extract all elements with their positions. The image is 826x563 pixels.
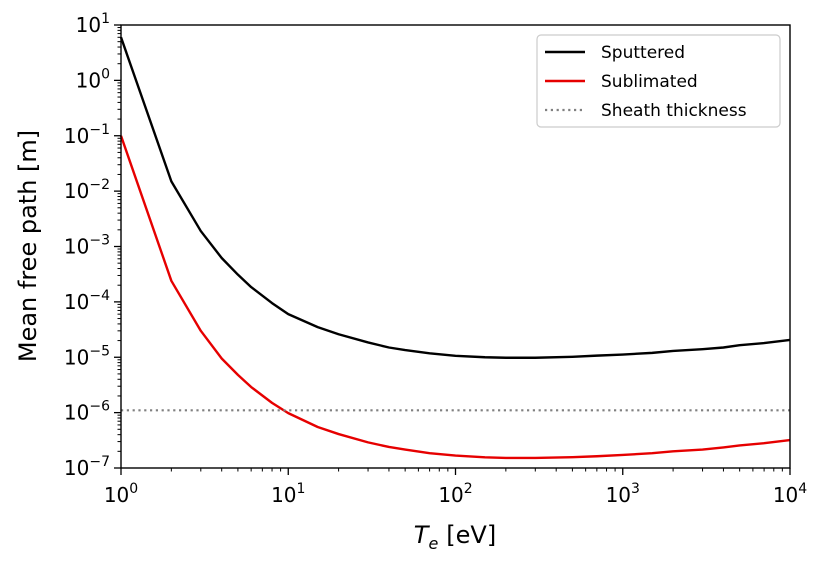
- y-axis-label: Mean free path [m]: [14, 130, 42, 362]
- y-tick-label: 10−4: [64, 288, 110, 314]
- x-tick-exponent: 2: [464, 481, 473, 497]
- x-tick-base: 10: [271, 483, 296, 507]
- y-tick-exponent: −1: [89, 122, 110, 138]
- legend-box: [536, 34, 781, 128]
- x-tick-base: 10: [438, 483, 463, 507]
- y-tick-base: 10: [64, 401, 89, 425]
- y-tick-exponent: −3: [89, 233, 110, 249]
- y-tick-label: 10−3: [64, 233, 110, 259]
- series-line-sputtered: [119, 36, 791, 359]
- x-axis-label-subscript: e: [428, 534, 438, 553]
- y-tick-base: 10: [64, 456, 89, 480]
- y-tick-label: 101: [76, 11, 110, 37]
- y-tick-exponent: −5: [89, 343, 110, 359]
- y-tick-base: 10: [76, 68, 101, 92]
- y-tick-label: 10−2: [64, 177, 110, 203]
- y-tick-base: 10: [64, 124, 89, 148]
- y-tick-exponent: −7: [89, 454, 110, 470]
- y-tick-label: 10−6: [64, 399, 110, 425]
- y-tick-exponent: 1: [101, 11, 110, 27]
- legend-label-sublimated: Sublimated: [601, 72, 698, 92]
- legend-label-sheath-thickness: Sheath thickness: [601, 101, 747, 121]
- series-line-sublimated: [119, 135, 791, 460]
- x-tick-label: 102: [438, 481, 472, 507]
- y-tick-exponent: −4: [89, 288, 110, 304]
- x-axis-label-main: T: [414, 521, 431, 549]
- x-tick-exponent: 1: [297, 481, 306, 497]
- x-tick-label: 100: [104, 481, 138, 507]
- y-tick-label: 10−1: [64, 122, 110, 148]
- y-tick-base: 10: [64, 179, 89, 203]
- y-tick-label: 100: [76, 66, 110, 92]
- y-tick-base: 10: [64, 290, 89, 314]
- y-tick-label: 10−5: [64, 343, 110, 369]
- legend-label-sputtered: Sputtered: [601, 43, 685, 63]
- plot-frame: [120, 24, 791, 469]
- y-tick-label: 10−7: [64, 454, 110, 480]
- x-tick-label: 104: [773, 481, 807, 507]
- y-tick-base: 10: [64, 235, 89, 259]
- x-tick-exponent: 3: [631, 481, 640, 497]
- y-tick-exponent: 0: [101, 66, 110, 82]
- series-layer: [119, 36, 791, 460]
- x-tick-label: 103: [606, 481, 640, 507]
- x-tick-exponent: 4: [798, 481, 807, 497]
- x-tick-exponent: 0: [129, 481, 138, 497]
- x-axis-label: Te [eV]: [414, 521, 496, 553]
- x-tick-base: 10: [773, 483, 798, 507]
- x-axis-label-unit: [eV]: [446, 521, 496, 549]
- y-tick-exponent: −6: [89, 399, 110, 415]
- y-tick-exponent: −2: [89, 177, 110, 193]
- legend: Sputtered Sublimated Sheath thickness: [536, 34, 781, 128]
- x-tick-label: 101: [271, 481, 305, 507]
- y-tick-base: 10: [64, 345, 89, 369]
- x-tick-base: 10: [606, 483, 631, 507]
- x-tick-base: 10: [104, 483, 129, 507]
- x-axis-ticks: 100 101 102 103 104: [104, 468, 807, 507]
- y-tick-base: 10: [76, 13, 101, 37]
